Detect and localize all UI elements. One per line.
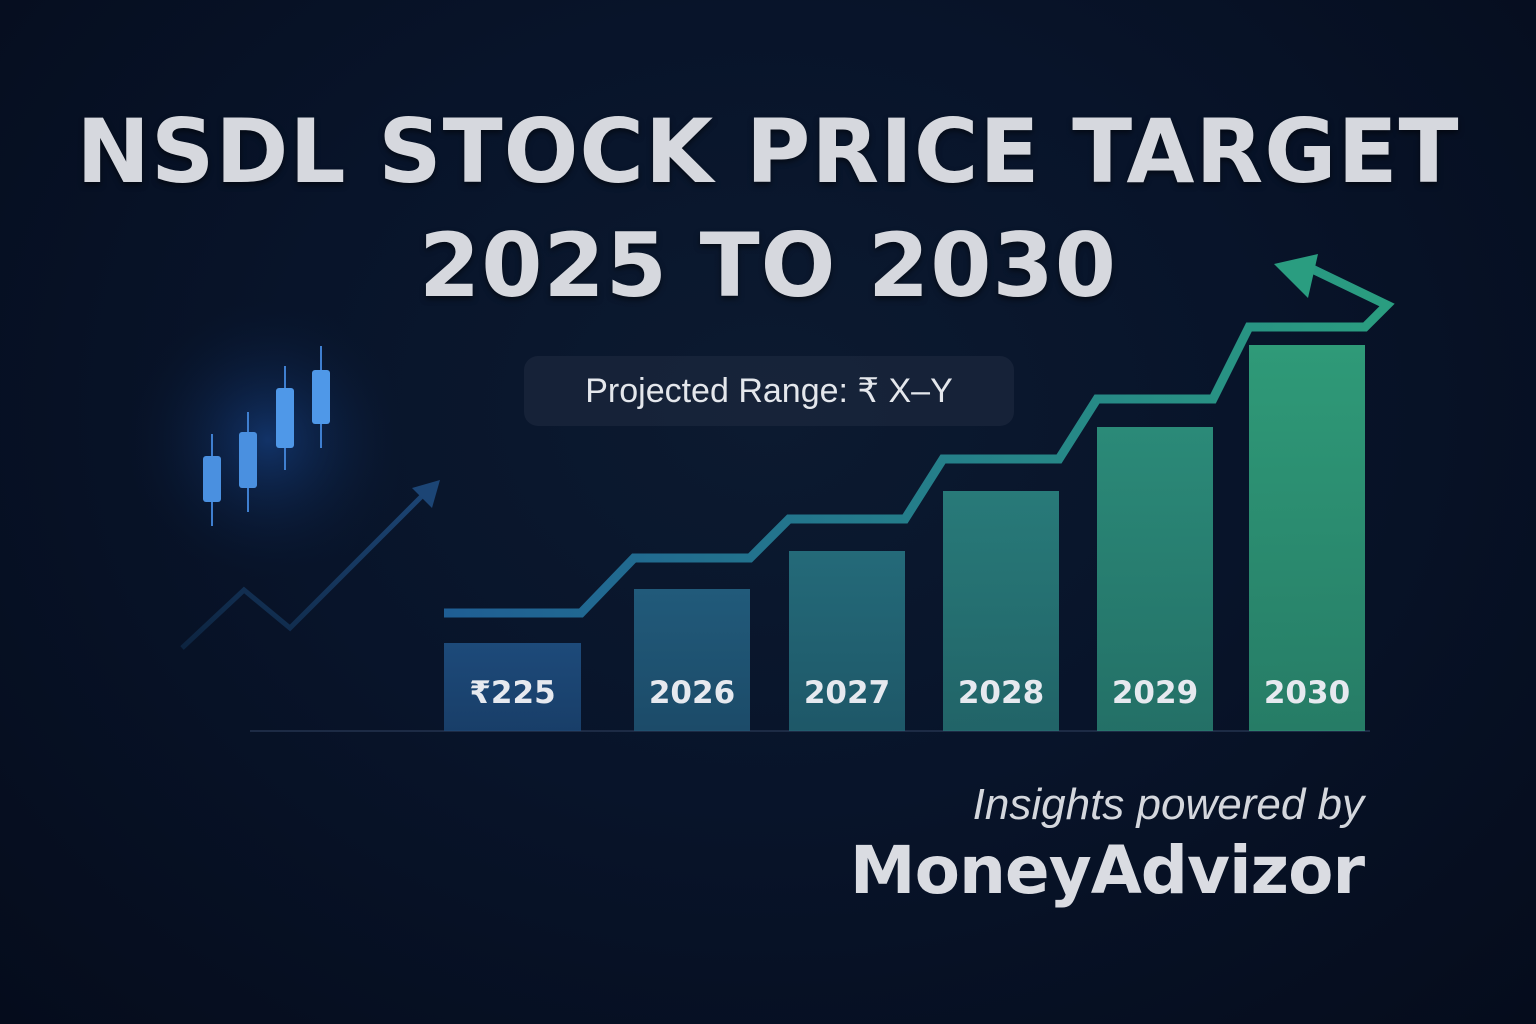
trend-line xyxy=(444,261,1395,618)
page-title-line-1: NSDL STOCK PRICE TARGET xyxy=(76,100,1460,203)
bar-0 xyxy=(444,643,581,731)
bar-4 xyxy=(1097,427,1213,731)
page-title-line-2: 2025 TO 2030 xyxy=(419,214,1117,317)
trend-arrow-icon xyxy=(180,480,440,650)
bar-label-3: 2028 xyxy=(958,675,1044,711)
bar-1 xyxy=(634,589,750,731)
bar-label-4: 2029 xyxy=(1112,675,1198,711)
projected-range-badge: Projected Range: ₹ X–Y xyxy=(524,356,1014,426)
projected-range-text: Projected Range: ₹ X–Y xyxy=(585,372,953,410)
brand-tagline: Insights powered by xyxy=(972,780,1364,829)
trend-arrowhead xyxy=(1274,254,1318,298)
bar-label-1: 2026 xyxy=(649,675,735,711)
bar-5 xyxy=(1249,345,1365,731)
bar-label-2: 2027 xyxy=(804,675,890,711)
bar-2 xyxy=(789,551,905,731)
bar-label-0: ₹225 xyxy=(469,675,555,711)
bar-3 xyxy=(943,491,1059,731)
candlestick-icon xyxy=(203,346,330,526)
brand-name: MoneyAdvizor xyxy=(849,832,1365,909)
bar-label-5: 2030 xyxy=(1264,675,1350,711)
